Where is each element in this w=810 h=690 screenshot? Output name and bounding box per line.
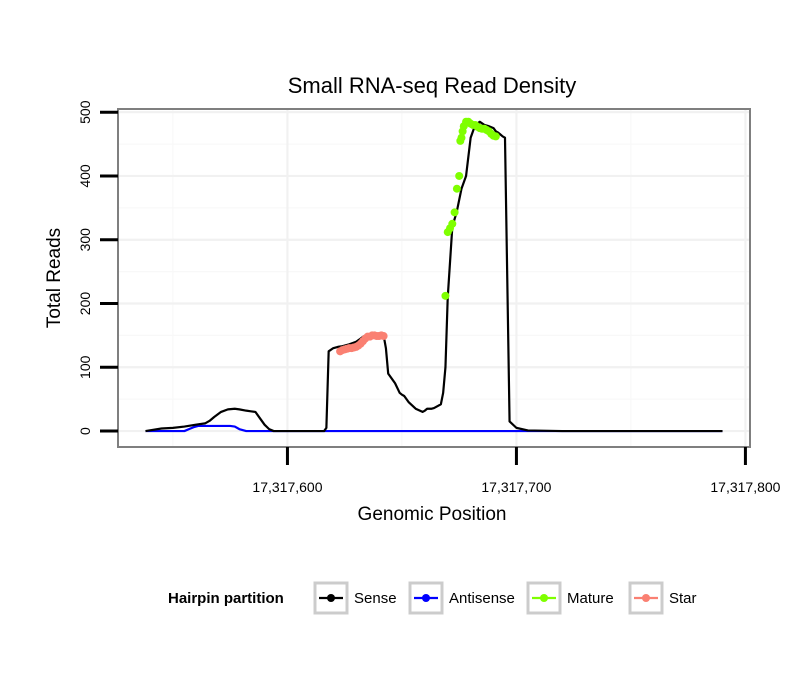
legend-label: Star <box>669 590 697 607</box>
axes: 17,317,600 17,317,700 17,317,800 0 100 200 300… <box>77 100 781 495</box>
series-line-antisense <box>145 424 723 433</box>
legend-entry-star: Star <box>628 581 697 615</box>
data-point-star <box>379 332 388 341</box>
y-tick-label: 400 <box>77 164 93 188</box>
legend-key-point <box>540 594 548 602</box>
legend-key-point <box>327 594 335 602</box>
data-point-mature <box>457 133 466 142</box>
legend-label: Mature <box>567 590 614 607</box>
legend-label: Antisense <box>449 590 515 607</box>
x-tick-label: 17,317,800 <box>710 479 780 495</box>
x-tick-label: 17,317,600 <box>252 479 322 495</box>
legend-entry-mature: Mature <box>526 581 614 615</box>
plot-background <box>118 109 750 447</box>
y-tick-label: 200 <box>77 292 93 316</box>
legend-entry-sense: Sense <box>313 581 397 615</box>
legend-label: Sense <box>354 590 397 607</box>
y-axis-title: Total Reads <box>44 228 65 328</box>
data-point-mature <box>448 219 457 228</box>
series-layer <box>145 117 723 433</box>
data-point-mature <box>455 171 464 180</box>
x-tick-label: 17,317,700 <box>481 479 551 495</box>
plot-border <box>117 108 751 448</box>
grid <box>118 109 750 447</box>
y-tick-label: 500 <box>77 100 93 124</box>
y-tick-label: 0 <box>77 427 93 435</box>
legend: Hairpin partition Sense Antisense Mature Sta… <box>168 581 697 615</box>
data-point-mature <box>450 208 459 217</box>
chart-title: Small RNA-seq Read Density <box>288 73 577 98</box>
y-tick-label: 100 <box>77 355 93 379</box>
data-point-mature <box>491 132 500 141</box>
legend-key-point <box>422 594 430 602</box>
legend-key-point <box>642 594 650 602</box>
data-point-mature <box>452 184 461 193</box>
legend-title: Hairpin partition <box>168 590 284 607</box>
x-axis-title: Genomic Position <box>358 504 507 525</box>
legend-entry-antisense: Antisense <box>408 581 515 615</box>
data-point-mature <box>441 291 450 300</box>
y-tick-label: 300 <box>77 228 93 252</box>
